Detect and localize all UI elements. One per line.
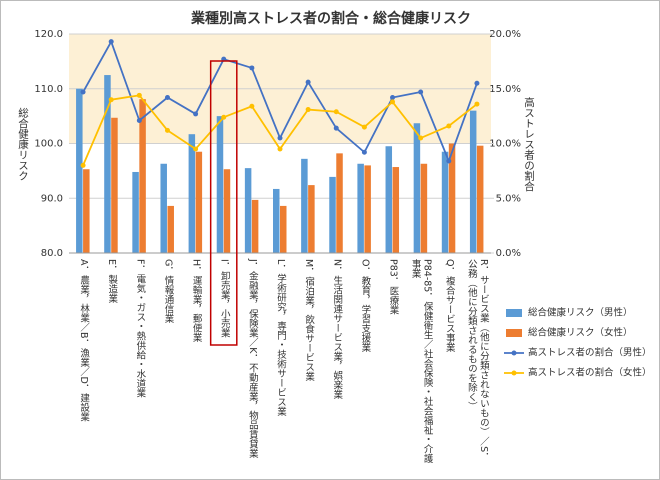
y2-axis-title: 高ストレス者の割合 — [523, 96, 535, 192]
bar — [308, 185, 315, 253]
marker — [108, 39, 114, 45]
bar — [139, 99, 146, 253]
bar — [280, 205, 287, 253]
bar — [336, 153, 343, 253]
legend-label: 高ストレス者の割合（男性） — [528, 347, 652, 359]
bar — [364, 165, 371, 253]
x-tick-label: J．金融業，保険業／K．不動産業，物品賃貸業 — [246, 259, 258, 459]
marker — [249, 65, 255, 71]
bar — [357, 163, 364, 253]
x-tick-label: P83．医療業 — [387, 259, 399, 315]
marker — [474, 80, 480, 86]
marker — [80, 89, 86, 95]
y2-tick-label: 0.0% — [496, 248, 521, 259]
bar — [251, 199, 259, 253]
marker — [333, 109, 339, 115]
y2-tick-label: 20.0% — [489, 29, 521, 40]
marker — [418, 135, 424, 141]
x-tick-label: E．製造業 — [106, 259, 118, 304]
marker — [136, 118, 142, 124]
x-tick-label: O．教育，学習支援業 — [359, 259, 371, 352]
y-axis-title: 総合健康リスク — [17, 106, 29, 180]
x-tick-label: L．学術研究，専門・技術サービス業 — [275, 259, 286, 417]
y-tick-label: 120.0 — [34, 29, 63, 40]
legend-label: 総合健康リスク（男性） — [528, 307, 633, 319]
x-tick-label: R．サービス業（他に分類されないもの）／S．公務（他に分類されるものを除く） — [465, 259, 489, 462]
marker — [361, 124, 367, 130]
bar — [392, 167, 400, 253]
legend-swatch — [511, 370, 517, 376]
legend-label: 総合健康リスク（女性） — [528, 327, 633, 339]
marker — [164, 127, 170, 133]
marker — [221, 114, 227, 120]
marker — [108, 97, 114, 103]
y2-tick-label: 15.0% — [489, 84, 521, 95]
marker — [305, 107, 311, 113]
y-tick-label: 90.0 — [41, 193, 63, 204]
marker — [474, 101, 480, 107]
chart-title: 業種別高ストレス者の割合・総合健康リスク — [190, 10, 471, 27]
bar — [476, 145, 484, 253]
x-tick-label: Q．複合サービス事業 — [443, 259, 455, 352]
legend-swatch — [511, 350, 517, 356]
bar — [413, 123, 421, 254]
y-tick-label: 100.0 — [34, 139, 63, 150]
marker — [305, 79, 311, 85]
marker — [418, 89, 424, 95]
marker — [277, 135, 283, 141]
bar — [244, 168, 252, 253]
marker — [277, 146, 283, 152]
x-tick-label: P84-85．保健衛生／社会保険・社会福祉・介護事業 — [409, 259, 433, 464]
bar — [167, 205, 174, 253]
marker — [164, 95, 170, 101]
bar — [111, 117, 118, 253]
marker — [446, 123, 452, 129]
marker — [390, 95, 396, 101]
bar — [104, 75, 111, 253]
x-tick-label: N．生活関連サービス業，娯楽業 — [331, 259, 343, 400]
x-tick-label: F．電気・ガス・熱供給・水道業 — [134, 259, 146, 398]
bar — [469, 110, 477, 254]
bar — [216, 116, 224, 253]
bar — [420, 163, 428, 253]
marker — [446, 158, 452, 164]
x-tick-label: A．農業，林業／B．漁業／D．建設業 — [78, 259, 90, 422]
bar — [273, 188, 280, 253]
bar — [160, 163, 167, 253]
bar — [385, 146, 393, 253]
x-tick-label: H．運輸業，郵便業 — [190, 259, 202, 343]
x-tick-label: G．情報通信業 — [162, 259, 174, 324]
bar — [329, 176, 336, 253]
bar — [448, 143, 456, 253]
x-tick-label: M．宿泊業，飲食サービス業 — [303, 259, 315, 382]
bar — [301, 158, 308, 253]
bar — [441, 151, 449, 253]
bar — [195, 151, 203, 253]
bar — [132, 171, 139, 253]
y2-tick-label: 5.0% — [496, 193, 521, 204]
marker — [390, 99, 396, 105]
marker — [80, 162, 86, 168]
y2-tick-label: 10.0% — [489, 139, 521, 150]
y-tick-label: 80.0 — [41, 248, 63, 259]
marker — [333, 125, 339, 131]
bar — [223, 169, 231, 253]
highlight-box — [209, 60, 238, 346]
x-tick-label: I．卸売業，小売業 — [218, 259, 230, 338]
marker — [193, 111, 199, 117]
marker — [193, 146, 199, 152]
bar — [76, 88, 83, 253]
legend-label: 高ストレス者の割合（女性） — [528, 367, 652, 379]
marker — [136, 92, 142, 98]
bar — [83, 169, 90, 253]
legend-swatch — [506, 329, 522, 337]
marker — [249, 103, 255, 109]
bar — [188, 134, 196, 253]
legend-swatch — [506, 309, 522, 317]
y-tick-label: 110.0 — [34, 84, 63, 95]
marker — [361, 149, 367, 155]
